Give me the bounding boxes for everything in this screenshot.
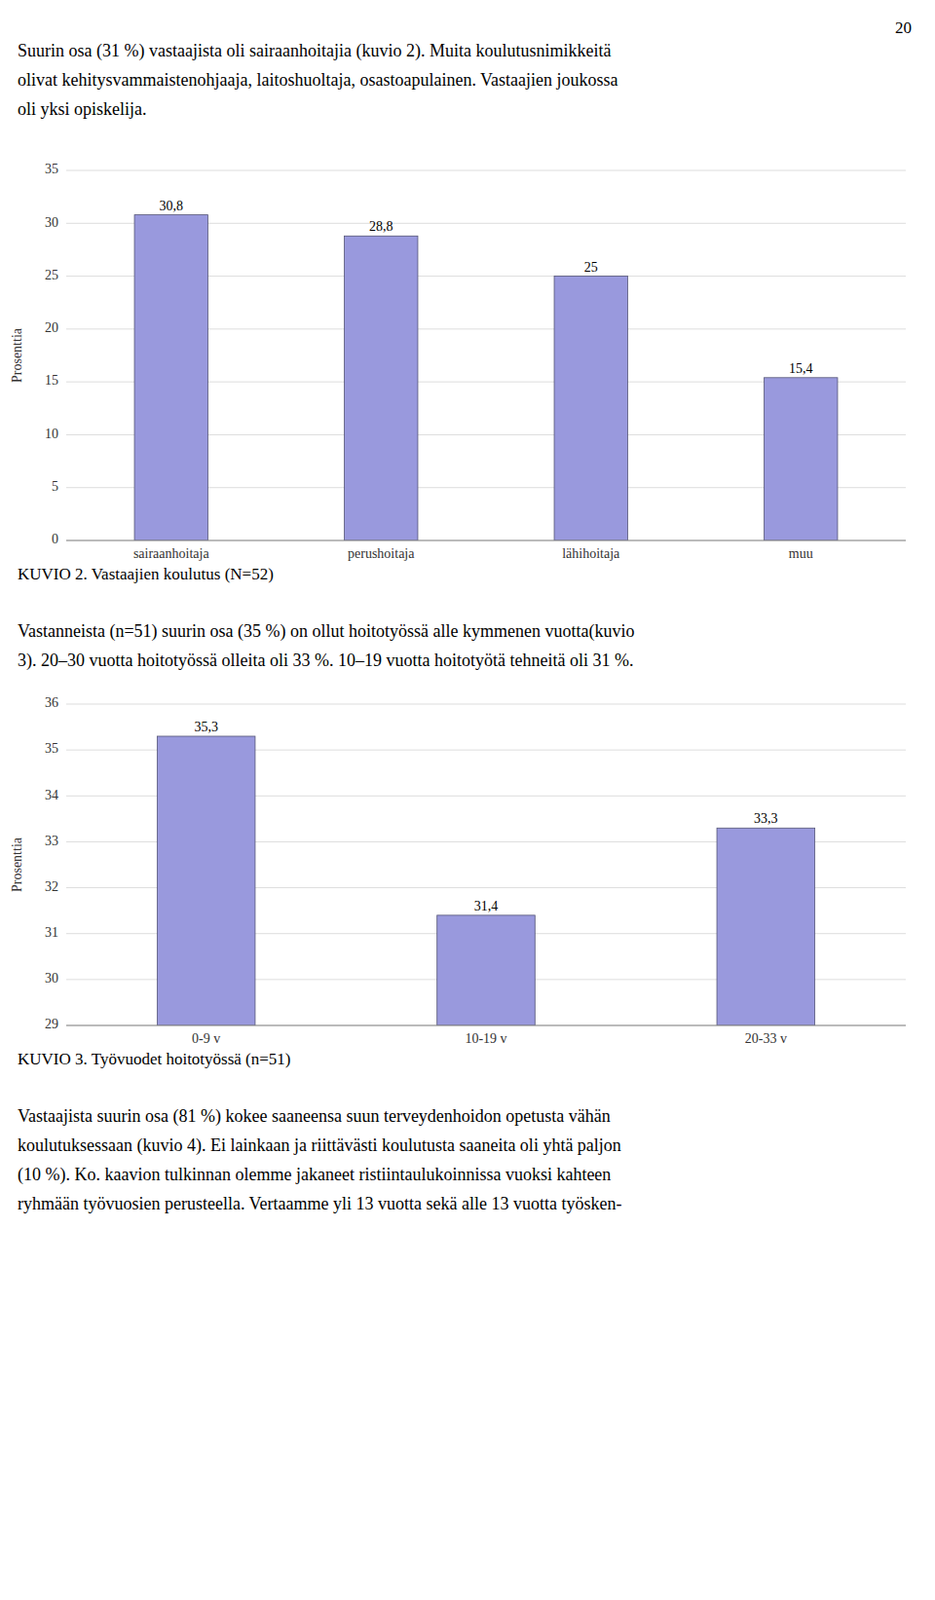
x-tick-label: muu [788,546,814,561]
x-tick-label: 10-19 v [464,1031,507,1047]
bar [134,215,208,541]
grid-line [66,540,906,542]
body-text: 3). 20–30 vuotta hoitotyössä olleita oli… [17,650,634,672]
y-tick-label: 31 [44,925,59,940]
bar [344,235,418,541]
data-label: 28,8 [369,219,394,234]
y-tick-label: 30 [44,971,59,986]
y-tick-label: 0 [51,531,59,547]
x-tick-label: 20-33 v [745,1031,787,1047]
data-label: 31,4 [474,898,499,914]
data-label: 35,3 [193,719,219,735]
bar [437,915,536,1026]
x-tick-label: perushoitaja [347,546,415,561]
grid-line [66,170,906,172]
bar [764,377,838,541]
body-text: Vastaajista suurin osa (81 %) kokee saan… [17,1106,611,1127]
data-label: 33,3 [753,811,779,826]
data-label: 15,4 [788,361,814,376]
body-text: koulutuksessaan (kuvio 4). Ei lainkaan j… [17,1135,622,1157]
bar [156,736,256,1026]
y-axis-label: Prosenttia [9,836,25,893]
y-tick-label: 15 [44,373,59,388]
y-tick-label: 10 [44,426,59,442]
body-text: (10 %). Ko. kaavion tulkinnan olemme jak… [17,1164,611,1186]
y-tick-label: 32 [44,879,59,895]
bars [134,215,838,541]
bar [716,827,816,1026]
body-text: oli yksi opiskelija. [17,99,148,119]
x-tick-label: 0-9 v [191,1031,221,1047]
grid-line [66,704,906,706]
y-tick-label: 36 [44,695,59,711]
page: 20 Suurin osa (31 %) vastaajista oli sair… [0,0,935,1600]
y-tick-label: 5 [51,479,59,494]
body-text: Suurin osa (31 %) vastaajista oli sairaa… [17,40,611,62]
y-tick-label: 29 [44,1016,59,1032]
page-number: 20 [895,18,912,38]
chart-caption: KUVIO 3. Työvuodet hoitotyössä (n=51) [17,1049,292,1069]
body-text: Vastanneista (n=51) suurin osa (35 %) on… [17,621,636,642]
y-tick-label: 33 [44,833,59,849]
y-tick-label: 30 [44,215,59,230]
data-label: 25 [584,260,599,275]
chart-caption: KUVIO 2. Vastaajien koulutus (N=52) [17,564,274,584]
y-tick-label: 35 [44,741,59,756]
bars [156,736,815,1026]
x-tick-label: lähihoitaja [561,546,621,561]
chart: 0 5 10 15 20 25 30 35 30,8 28,8 25 15,4 sairaanhoita… [9,161,906,584]
data-label: 30,8 [159,198,185,214]
y-tick-label: 34 [44,787,59,803]
y-tick-label: 35 [44,161,59,177]
grid-line [66,1025,906,1027]
y-tick-label: 25 [44,267,59,283]
x-axis-line [66,540,906,542]
chart: 29 30 31 32 33 34 35 36 35,3 31,4 33,3 0-9 v 10-19 v… [9,695,906,1069]
y-axis-label: Prosenttia [9,327,25,383]
x-axis-line [66,1025,906,1027]
bar [554,276,628,541]
body-text: olivat kehitysvammaistenohjaaja, laitosh… [17,70,619,90]
x-tick-label: sairaanhoitaja [133,546,211,561]
y-tick-label: 20 [44,320,59,336]
body-text: ryhmään työvuosien perusteella. Vertaamm… [17,1194,623,1214]
